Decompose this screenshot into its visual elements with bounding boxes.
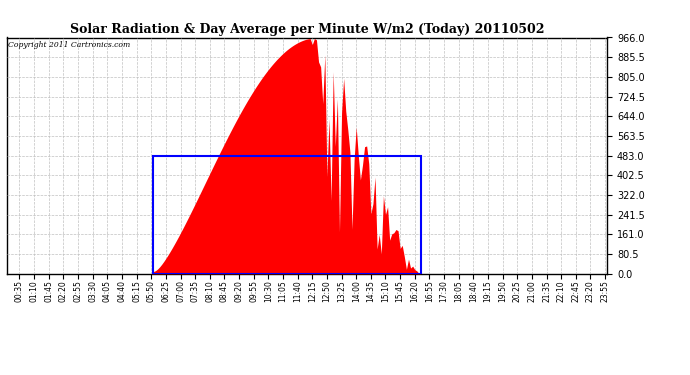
Title: Solar Radiation & Day Average per Minute W/m2 (Today) 20110502: Solar Radiation & Day Average per Minute… bbox=[70, 23, 544, 36]
Bar bbox=[153, 156, 421, 274]
Text: Copyright 2011 Cartronics.com: Copyright 2011 Cartronics.com bbox=[8, 41, 130, 49]
